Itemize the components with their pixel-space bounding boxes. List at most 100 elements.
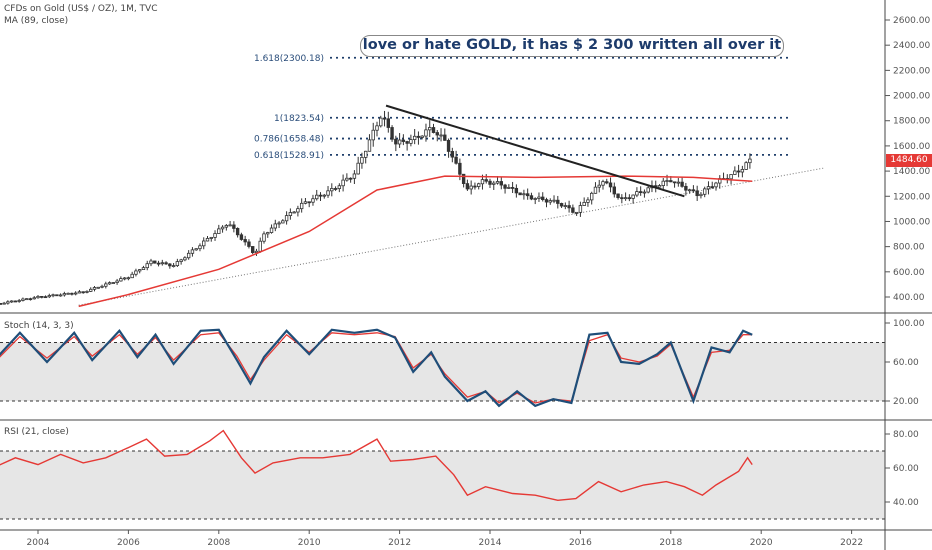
x-tick-label: 2004 — [27, 538, 50, 548]
stoch-axis: 20.00 60.00 100.00 — [885, 319, 925, 407]
candle-body — [409, 139, 413, 144]
price-tick-label: 1200.00 — [893, 192, 930, 202]
candle-body — [205, 238, 210, 242]
price-tick-label: 1600.00 — [893, 142, 930, 152]
candle-body — [141, 267, 146, 271]
candle-body — [669, 180, 673, 183]
candle-body — [578, 205, 583, 213]
candle-body — [612, 186, 616, 195]
candle-body — [556, 199, 560, 204]
candle-body — [642, 191, 647, 194]
candle-body — [32, 297, 36, 300]
candle-body — [348, 177, 353, 180]
candle-body — [269, 227, 274, 233]
candle-body — [266, 232, 270, 235]
candle-body — [277, 222, 281, 225]
candle-body — [736, 170, 741, 173]
candle-body — [623, 197, 628, 200]
candle-body — [375, 125, 379, 131]
candle-body — [243, 239, 247, 243]
candle-body — [258, 240, 262, 252]
x-tick-label: 2016 — [569, 538, 592, 548]
candle-body — [345, 177, 349, 181]
candle-body — [582, 202, 586, 206]
candle-body — [510, 187, 515, 189]
candle-body — [168, 263, 172, 267]
candle-body — [122, 277, 127, 280]
candle-body — [326, 190, 330, 196]
candle-body — [710, 186, 714, 189]
fib-label-0: 1.618(2300.18) — [254, 54, 324, 64]
candle-body — [288, 212, 293, 217]
x-tick-label: 2022 — [840, 538, 863, 548]
candle-body — [202, 240, 206, 247]
x-tick-label: 2010 — [298, 538, 321, 548]
candle-body — [695, 190, 699, 197]
candle-body — [428, 127, 432, 131]
price-tick-label: 1000.00 — [893, 217, 930, 227]
candle-body — [47, 295, 51, 298]
candle-body — [299, 202, 304, 210]
stoch-lines — [0, 328, 753, 408]
ma-path — [78, 175, 753, 308]
candle-body — [541, 196, 545, 200]
candle-body — [729, 174, 733, 180]
rsi-tick-label: 60.00 — [893, 464, 919, 474]
candle-body — [254, 250, 259, 253]
fib-label-2: 0.786(1658.48) — [254, 135, 324, 145]
rsi-band — [0, 451, 885, 519]
x-tick-label: 2008 — [207, 538, 230, 548]
candle-body — [81, 291, 85, 294]
candle-body — [559, 203, 564, 207]
fib-label-1: 1(1823.54) — [274, 114, 324, 124]
fib-levels: 1.618(2300.18) 1(1823.54) 0.786(1658.48) 0.… — [254, 54, 790, 161]
candle-body — [115, 280, 119, 283]
candle-body — [446, 139, 451, 152]
candle-body — [529, 195, 534, 200]
candle-body — [574, 211, 579, 214]
candle-body — [405, 141, 409, 144]
symbol-title: CFDs on Gold (US$ / OZ), 1M, TVC — [4, 4, 158, 14]
candle-body — [495, 181, 500, 184]
candle-body — [665, 180, 669, 182]
candle-body — [292, 211, 296, 214]
candle-body — [443, 134, 447, 141]
candle-body — [672, 181, 677, 184]
x-tick-label: 2006 — [117, 538, 140, 548]
rsi-tick-label: 80.00 — [893, 430, 919, 440]
price-axis: 400.00600.00800.001000.001200.001400.001… — [885, 16, 930, 303]
candle-body — [73, 292, 78, 295]
candle-body — [597, 184, 601, 188]
candle-body — [239, 234, 244, 240]
rsi-line — [0, 429, 753, 502]
candle-body — [733, 170, 737, 175]
candle-body — [296, 208, 300, 213]
candle-body — [514, 187, 519, 194]
candle-body — [563, 205, 568, 207]
candle-body — [40, 295, 44, 298]
last-price-tag: 1484.60 — [886, 154, 932, 167]
candle-body — [593, 186, 598, 194]
annotation-callout[interactable]: love or hate GOLD, it has $ 2 300 writte… — [360, 35, 784, 57]
fib-label-3: 0.618(1528.91) — [254, 151, 324, 161]
candle-body — [17, 300, 21, 302]
x-tick-label: 2014 — [479, 538, 502, 548]
candle-body — [13, 300, 18, 303]
candle-body — [262, 233, 266, 242]
candle-body — [119, 278, 123, 282]
candle-body — [247, 241, 251, 247]
stoch-label: Stoch (14, 3, 3) — [4, 321, 74, 331]
candle-body — [439, 134, 443, 137]
rsi-axis: 40.00 60.00 80.00 — [885, 430, 919, 508]
candle-body — [137, 269, 142, 272]
candle-body — [51, 294, 55, 297]
candle-body — [680, 181, 684, 187]
candle-body — [100, 285, 104, 288]
candle-body — [699, 193, 703, 197]
candle-body — [605, 181, 609, 184]
candle-body — [213, 233, 217, 238]
candle-body — [631, 194, 635, 199]
candle-body — [160, 262, 164, 265]
candle-body — [322, 194, 326, 197]
